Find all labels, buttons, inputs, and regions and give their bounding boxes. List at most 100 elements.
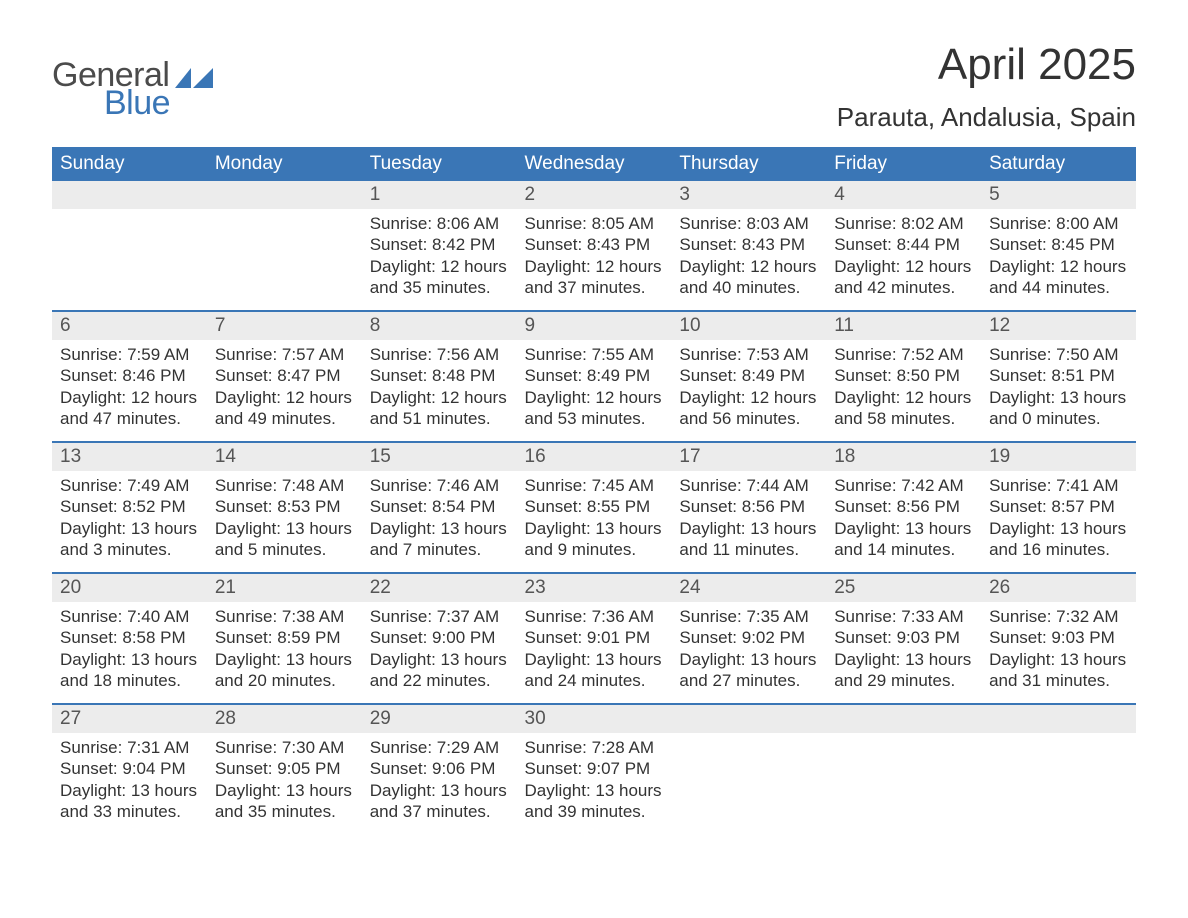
day-content-row: Sunrise: 7:49 AMSunset: 8:52 PMDaylight:… xyxy=(52,471,1136,573)
day-number xyxy=(52,181,207,209)
day-cell: Sunrise: 7:37 AMSunset: 9:00 PMDaylight:… xyxy=(362,602,517,704)
day-cell xyxy=(826,733,981,835)
day-cell: Sunrise: 7:45 AMSunset: 8:55 PMDaylight:… xyxy=(517,471,672,573)
sunset-text: Sunset: 8:56 PM xyxy=(834,496,973,517)
day-header-row: Sunday Monday Tuesday Wednesday Thursday… xyxy=(52,147,1136,181)
sunrise-text: Sunrise: 7:38 AM xyxy=(215,606,354,627)
sunrise-text: Sunrise: 7:32 AM xyxy=(989,606,1128,627)
day-cell: Sunrise: 7:49 AMSunset: 8:52 PMDaylight:… xyxy=(52,471,207,573)
daylight-text-1: Daylight: 13 hours xyxy=(679,649,818,670)
daylight-text-1: Daylight: 13 hours xyxy=(60,649,199,670)
day-cell: Sunrise: 7:52 AMSunset: 8:50 PMDaylight:… xyxy=(826,340,981,442)
sunset-text: Sunset: 8:43 PM xyxy=(679,234,818,255)
day-header: Tuesday xyxy=(362,147,517,181)
sunrise-text: Sunrise: 8:00 AM xyxy=(989,213,1128,234)
sunset-text: Sunset: 9:01 PM xyxy=(525,627,664,648)
sunset-text: Sunset: 8:58 PM xyxy=(60,627,199,648)
day-number: 21 xyxy=(207,573,362,602)
day-cell: Sunrise: 8:03 AMSunset: 8:43 PMDaylight:… xyxy=(671,209,826,311)
daylight-text-1: Daylight: 13 hours xyxy=(989,518,1128,539)
day-number: 20 xyxy=(52,573,207,602)
daylight-text-2: and 27 minutes. xyxy=(679,670,818,691)
daylight-text-1: Daylight: 12 hours xyxy=(834,256,973,277)
sunrise-text: Sunrise: 7:53 AM xyxy=(679,344,818,365)
day-header: Wednesday xyxy=(517,147,672,181)
day-content-row: Sunrise: 8:06 AMSunset: 8:42 PMDaylight:… xyxy=(52,209,1136,311)
daylight-text-2: and 22 minutes. xyxy=(370,670,509,691)
day-number: 16 xyxy=(517,442,672,471)
sunset-text: Sunset: 8:53 PM xyxy=(215,496,354,517)
location-subtitle: Parauta, Andalusia, Spain xyxy=(837,102,1136,133)
sunrise-text: Sunrise: 7:31 AM xyxy=(60,737,199,758)
daylight-text-1: Daylight: 13 hours xyxy=(370,518,509,539)
daylight-text-1: Daylight: 13 hours xyxy=(215,780,354,801)
day-number: 9 xyxy=(517,311,672,340)
day-cell: Sunrise: 8:06 AMSunset: 8:42 PMDaylight:… xyxy=(362,209,517,311)
sunset-text: Sunset: 9:07 PM xyxy=(525,758,664,779)
day-number: 4 xyxy=(826,181,981,209)
sunset-text: Sunset: 9:04 PM xyxy=(60,758,199,779)
daylight-text-1: Daylight: 12 hours xyxy=(370,256,509,277)
day-number: 28 xyxy=(207,704,362,733)
day-number: 17 xyxy=(671,442,826,471)
month-title: April 2025 xyxy=(837,40,1136,90)
daylight-text-2: and 53 minutes. xyxy=(525,408,664,429)
sunrise-text: Sunrise: 7:33 AM xyxy=(834,606,973,627)
day-number: 11 xyxy=(826,311,981,340)
daylight-text-2: and 16 minutes. xyxy=(989,539,1128,560)
day-number xyxy=(207,181,362,209)
sunrise-text: Sunrise: 7:56 AM xyxy=(370,344,509,365)
day-cell xyxy=(207,209,362,311)
day-cell: Sunrise: 7:28 AMSunset: 9:07 PMDaylight:… xyxy=(517,733,672,835)
daylight-text-1: Daylight: 12 hours xyxy=(834,387,973,408)
day-header: Sunday xyxy=(52,147,207,181)
daylight-text-2: and 31 minutes. xyxy=(989,670,1128,691)
day-cell: Sunrise: 7:40 AMSunset: 8:58 PMDaylight:… xyxy=(52,602,207,704)
day-cell: Sunrise: 8:00 AMSunset: 8:45 PMDaylight:… xyxy=(981,209,1136,311)
daylight-text-2: and 33 minutes. xyxy=(60,801,199,822)
sunset-text: Sunset: 9:03 PM xyxy=(834,627,973,648)
daylight-text-2: and 51 minutes. xyxy=(370,408,509,429)
daylight-text-1: Daylight: 12 hours xyxy=(679,256,818,277)
daylight-text-1: Daylight: 13 hours xyxy=(60,780,199,801)
daylight-text-1: Daylight: 12 hours xyxy=(525,256,664,277)
title-block: April 2025 Parauta, Andalusia, Spain xyxy=(837,40,1136,133)
sunrise-text: Sunrise: 7:46 AM xyxy=(370,475,509,496)
day-cell: Sunrise: 7:38 AMSunset: 8:59 PMDaylight:… xyxy=(207,602,362,704)
day-cell: Sunrise: 7:59 AMSunset: 8:46 PMDaylight:… xyxy=(52,340,207,442)
sunrise-text: Sunrise: 7:36 AM xyxy=(525,606,664,627)
day-number-row: 6789101112 xyxy=(52,311,1136,340)
day-number: 23 xyxy=(517,573,672,602)
daylight-text-1: Daylight: 13 hours xyxy=(370,649,509,670)
day-cell: Sunrise: 7:50 AMSunset: 8:51 PMDaylight:… xyxy=(981,340,1136,442)
day-number: 7 xyxy=(207,311,362,340)
daylight-text-1: Daylight: 12 hours xyxy=(370,387,509,408)
day-cell: Sunrise: 7:42 AMSunset: 8:56 PMDaylight:… xyxy=(826,471,981,573)
sunrise-text: Sunrise: 7:50 AM xyxy=(989,344,1128,365)
sunrise-text: Sunrise: 8:03 AM xyxy=(679,213,818,234)
sunset-text: Sunset: 8:42 PM xyxy=(370,234,509,255)
daylight-text-2: and 7 minutes. xyxy=(370,539,509,560)
daylight-text-1: Daylight: 12 hours xyxy=(60,387,199,408)
day-number: 13 xyxy=(52,442,207,471)
daylight-text-1: Daylight: 12 hours xyxy=(989,256,1128,277)
daylight-text-2: and 14 minutes. xyxy=(834,539,973,560)
sunset-text: Sunset: 8:47 PM xyxy=(215,365,354,386)
day-cell xyxy=(981,733,1136,835)
day-number: 24 xyxy=(671,573,826,602)
day-number: 10 xyxy=(671,311,826,340)
day-cell: Sunrise: 7:29 AMSunset: 9:06 PMDaylight:… xyxy=(362,733,517,835)
sunrise-text: Sunrise: 7:42 AM xyxy=(834,475,973,496)
daylight-text-2: and 47 minutes. xyxy=(60,408,199,429)
sunrise-text: Sunrise: 8:06 AM xyxy=(370,213,509,234)
sunset-text: Sunset: 8:57 PM xyxy=(989,496,1128,517)
daylight-text-2: and 35 minutes. xyxy=(370,277,509,298)
sunrise-text: Sunrise: 7:44 AM xyxy=(679,475,818,496)
daylight-text-1: Daylight: 12 hours xyxy=(525,387,664,408)
daylight-text-2: and 11 minutes. xyxy=(679,539,818,560)
sunrise-text: Sunrise: 7:55 AM xyxy=(525,344,664,365)
sunrise-text: Sunrise: 7:45 AM xyxy=(525,475,664,496)
daylight-text-1: Daylight: 13 hours xyxy=(525,518,664,539)
sunset-text: Sunset: 8:50 PM xyxy=(834,365,973,386)
daylight-text-2: and 20 minutes. xyxy=(215,670,354,691)
